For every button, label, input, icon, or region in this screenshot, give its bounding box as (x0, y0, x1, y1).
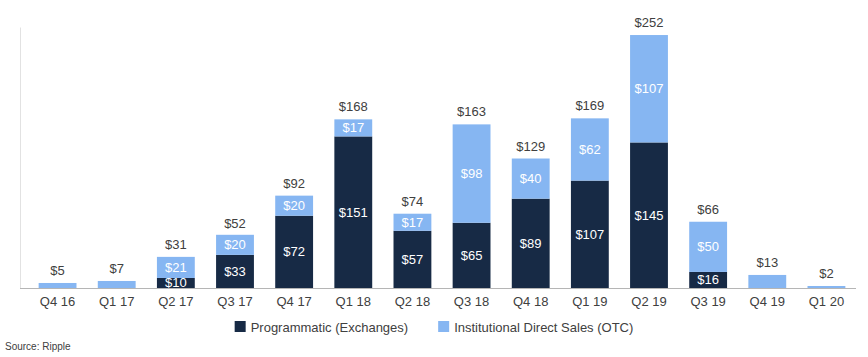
x-tick: Q1 19 (572, 288, 607, 309)
bar-segment (394, 214, 432, 231)
x-tick: Q2 18 (395, 288, 430, 309)
bar-segment (453, 223, 491, 288)
bar-segment (98, 281, 136, 288)
legend-swatch (438, 321, 449, 332)
total-label: $7 (109, 261, 123, 276)
x-tick: Q1 20 (809, 288, 844, 309)
bar-segment (630, 35, 668, 142)
chart: $10$33$72$151$57$65$89$107$145$16$21$20$… (0, 0, 868, 357)
total-label: $163 (457, 104, 486, 119)
x-axis: Q4 16 Q1 17 Q2 17 Q3 17 Q4 17 Q1 18 Q2 18 Q3 18… (20, 288, 856, 309)
data-label: $65 (461, 248, 483, 263)
bar-segment (216, 255, 254, 288)
x-tick: Q1 18 (336, 288, 371, 309)
data-label: $107 (575, 227, 604, 242)
y-axis-line (20, 28, 21, 289)
total-label: $169 (575, 98, 604, 113)
x-tick: Q2 19 (631, 288, 666, 309)
data-label: $16 (697, 272, 719, 287)
x-tick-label: Q2 19 (631, 294, 666, 309)
total-label: $31 (165, 237, 187, 252)
data-label: $57 (402, 252, 424, 267)
x-tick: Q4 17 (276, 288, 311, 309)
x-tick: Q4 18 (513, 288, 548, 309)
data-label: $21 (165, 260, 187, 275)
x-tick-label: Q4 19 (750, 294, 785, 309)
data-label: $145 (635, 208, 664, 223)
data-label: $98 (461, 166, 483, 181)
bar-segment (630, 142, 668, 288)
bar-segment (39, 283, 77, 288)
total-label: $74 (402, 194, 424, 209)
total-label: $2 (819, 266, 833, 281)
total-label: $92 (283, 176, 305, 191)
x-tick-label: Q3 19 (690, 294, 725, 309)
total-label: $129 (516, 139, 545, 154)
total-label: $168 (339, 99, 368, 114)
bar-segment (808, 286, 846, 288)
data-labels: $10$33$72$151$57$65$89$107$145$16$21$20$… (50, 15, 833, 290)
x-tick-label: Q4 17 (276, 294, 311, 309)
total-label: $13 (756, 255, 778, 270)
legend-item: Programmatic (Exchanges) (235, 320, 409, 335)
x-tick-label: Q2 17 (158, 294, 193, 309)
x-tick-label: Q1 18 (336, 294, 371, 309)
bar-segment (334, 136, 372, 288)
bar-segment (512, 199, 550, 288)
bar-segment (275, 196, 313, 216)
x-tick-label: Q4 16 (40, 294, 75, 309)
data-label: $62 (579, 142, 601, 157)
legend-label: Programmatic (Exchanges) (251, 320, 409, 335)
bar-segment (689, 272, 727, 288)
data-label: $40 (520, 171, 542, 186)
bar-segment (216, 235, 254, 255)
x-tick-label: Q4 18 (513, 294, 548, 309)
data-label: $50 (697, 239, 719, 254)
x-axis-line (20, 288, 856, 289)
bar-segment (334, 119, 372, 136)
bar-segment (394, 231, 432, 288)
data-label: $151 (339, 205, 368, 220)
x-tick: Q3 17 (217, 288, 252, 309)
bar-segment (275, 216, 313, 288)
bar-segment (512, 159, 550, 199)
x-tick: Q1 17 (99, 288, 134, 309)
x-tick-label: Q3 18 (454, 294, 489, 309)
data-label: $72 (283, 244, 305, 259)
source-note: Source: Ripple (5, 341, 71, 352)
x-tick: Q4 16 (40, 288, 75, 309)
x-tick: Q2 17 (158, 288, 193, 309)
bar-segment (157, 257, 195, 278)
bars (39, 35, 846, 288)
legend-item: Institutional Direct Sales (OTC) (438, 320, 633, 335)
x-tick-label: Q1 20 (809, 294, 844, 309)
x-tick-label: Q1 19 (572, 294, 607, 309)
data-label: $33 (224, 264, 246, 279)
y-axis (20, 28, 21, 289)
total-label: $66 (697, 202, 719, 217)
bar-segment (571, 118, 609, 180)
x-tick: Q4 19 (750, 288, 785, 309)
total-label: $52 (224, 216, 246, 231)
x-tick-label: Q2 18 (395, 294, 430, 309)
bar-segment (453, 124, 491, 222)
bar-segment (689, 222, 727, 272)
data-label: $17 (402, 215, 424, 230)
data-label: $20 (224, 237, 246, 252)
data-label: $107 (635, 81, 664, 96)
total-label: $252 (635, 15, 664, 30)
bar-segment (571, 181, 609, 288)
data-label: $20 (283, 198, 305, 213)
x-tick-label: Q1 17 (99, 294, 134, 309)
bar-segment (748, 275, 786, 288)
x-tick: Q3 18 (454, 288, 489, 309)
legend: Programmatic (Exchanges) Institutional Di… (235, 320, 634, 335)
data-label: $17 (342, 120, 364, 135)
data-label: $89 (520, 236, 542, 251)
legend-label: Institutional Direct Sales (OTC) (454, 320, 633, 335)
x-tick-label: Q3 17 (217, 294, 252, 309)
total-label: $5 (50, 263, 64, 278)
legend-swatch (235, 321, 246, 332)
x-tick: Q3 19 (690, 288, 725, 309)
